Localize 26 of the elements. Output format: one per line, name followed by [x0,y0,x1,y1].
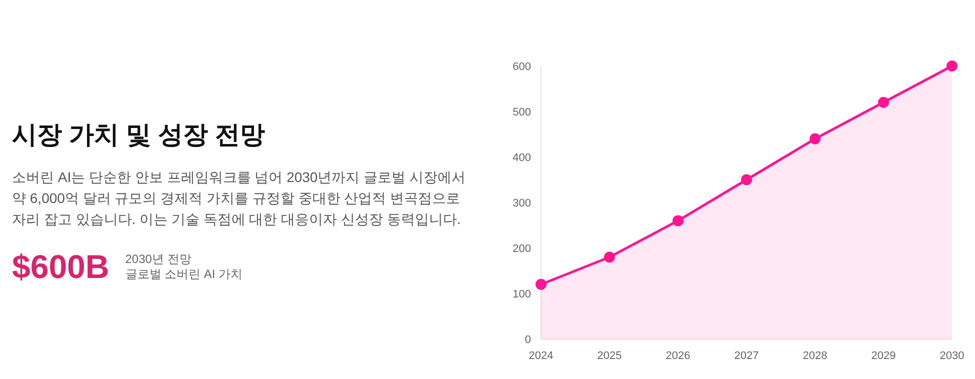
y-tick-label: 0 [524,334,531,346]
y-tick-label: 400 [512,152,531,164]
y-tick-label: 300 [512,198,531,210]
point [604,252,615,263]
text: 2030년 전망 [125,252,192,267]
point [741,174,752,186]
point [672,215,684,226]
text: $600B [12,248,110,286]
x-tick-label: 2026 [666,350,690,362]
text: 시장 가치 및 성장 전망 [12,120,266,151]
point [536,278,546,290]
x-tick-label: 2028 [802,350,828,362]
y-tick-label: 200 [512,243,531,255]
y-tick-label: 500 [512,106,531,118]
x-tick-label: 2029 [871,350,896,362]
point [946,60,958,72]
text: 소버린 AI는 단순한 안보 프레임워크를 넘어 2030년까지 글로벌 시장에서 약 6,000억 달러 규모의 경제적 가치를 규정할 중대한 산업적 변곡점으로 자리 잡고 있습니다. 이는 기술 독점에 대한 대응이자 신성장 동력입니다. [12,168,466,229]
y-tick-label: 100 [512,288,531,300]
point [810,133,820,144]
x-tick-label: 2024 [528,350,554,362]
x-tick-label: 2027 [734,350,759,362]
x-tick-label: 2030 [940,350,964,362]
point [878,96,889,108]
x-tick-label: 2025 [597,350,622,362]
y-tick-label: 600 [512,61,531,73]
text: 글로벌 소버린 AI 가치 [125,267,243,282]
